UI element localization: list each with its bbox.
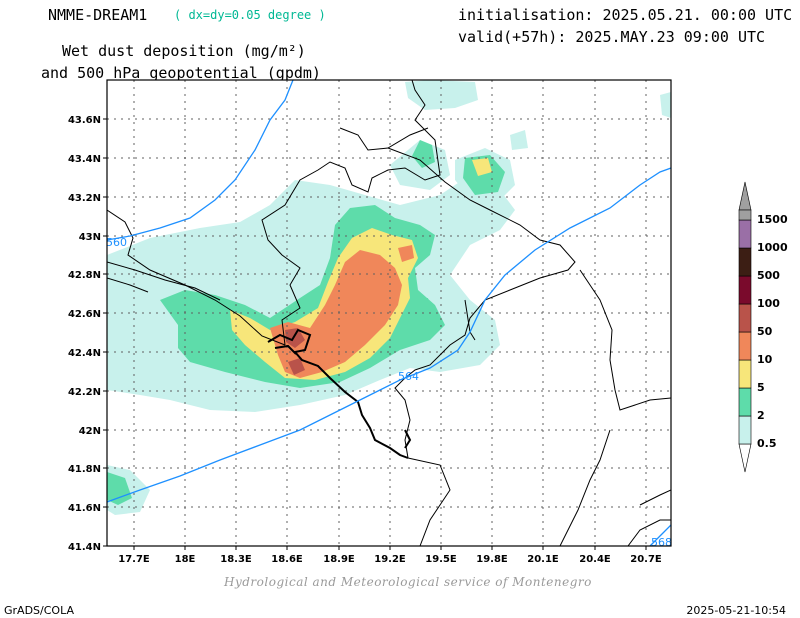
- legend-label: 1500: [757, 213, 788, 226]
- initialisation-time: initialisation: 2025.05.21. 00:00 UTC: [458, 6, 793, 24]
- contour-label-568: 568: [651, 536, 672, 549]
- legend-swatch-10: [738, 331, 752, 361]
- legend-label: 5: [757, 381, 765, 394]
- legend-label: 1000: [757, 241, 788, 254]
- lon-label: 18.3E: [220, 554, 252, 565]
- legend-labels: 0.5 2 5 10 50 100 500 1000 1500: [757, 213, 788, 450]
- lat-label: 41.6N: [68, 503, 101, 514]
- lat-label: 42.4N: [68, 348, 101, 359]
- lat-label: 42N: [79, 426, 101, 437]
- lat-label: 42.6N: [68, 309, 101, 320]
- lat-lon-grid: [107, 80, 671, 546]
- lat-label: 43.2N: [68, 193, 101, 204]
- lon-label: 18E: [175, 554, 196, 565]
- color-legend: [738, 181, 752, 473]
- lon-label: 20.7E: [630, 554, 662, 565]
- model-title: NMME-DREAM1: [48, 6, 148, 24]
- lat-label: 43.6N: [68, 115, 101, 126]
- lat-label: 43.4N: [68, 154, 101, 165]
- geopotential-contours: [107, 80, 671, 546]
- lon-label: 20.4E: [579, 554, 611, 565]
- lon-label: 19.8E: [476, 554, 508, 565]
- legend-swatch-2: [738, 387, 752, 417]
- contour-label-560: 560: [106, 236, 127, 249]
- legend-label: 100: [757, 297, 780, 310]
- legend-swatch-50: [738, 303, 752, 333]
- contour-label-564: 564: [398, 370, 419, 383]
- lon-label: 20.1E: [527, 554, 559, 565]
- dust-deposition-field: [107, 80, 671, 515]
- legend-swatch-0.5: [738, 415, 752, 445]
- legend-max-arrow: [738, 181, 752, 211]
- legend-label: 10: [757, 353, 773, 366]
- country-borders: [107, 80, 671, 546]
- credit-line: Hydrological and Meteorological service …: [224, 575, 592, 589]
- legend-swatch-1500: [738, 209, 752, 221]
- legend-label: 0.5: [757, 437, 777, 450]
- lat-label: 42.8N: [68, 270, 101, 281]
- coastline: [267, 328, 412, 459]
- lat-label: 42.2N: [68, 387, 101, 398]
- lon-label: 19.2E: [374, 554, 406, 565]
- legend-min-arrow: [738, 443, 752, 473]
- legend-swatch-1000: [738, 219, 752, 249]
- lon-label: 17.7E: [118, 554, 150, 565]
- render-timestamp: 2025-05-21-10:54: [686, 604, 786, 617]
- resolution-note: ( dx=dy=0.05 degree ): [174, 8, 326, 22]
- legend-label: 50: [757, 325, 773, 338]
- axis-ticks: [103, 118, 647, 550]
- lon-label: 19.5E: [425, 554, 457, 565]
- product-title-line1: Wet dust deposition (mg/m²): [62, 42, 306, 60]
- legend-swatch-500: [738, 247, 752, 277]
- product-title-line2: and 500 hPa geopotential (gpdm): [41, 64, 321, 82]
- longitude-labels: 17.7E 18E 18.3E 18.6E 18.9E 19.2E 19.5E …: [118, 554, 662, 565]
- lat-label: 43N: [79, 232, 101, 243]
- legend-swatch-100: [738, 275, 752, 305]
- lat-label: 41.4N: [68, 542, 101, 553]
- legend-label: 500: [757, 269, 780, 282]
- lat-label: 41.8N: [68, 464, 101, 475]
- legend-label: 2: [757, 409, 765, 422]
- software-label: GrADS/COLA: [4, 604, 74, 617]
- lon-label: 18.9E: [323, 554, 355, 565]
- lon-label: 18.6E: [271, 554, 303, 565]
- valid-time: valid(+57h): 2025.MAY.23 09:00 UTC: [458, 28, 766, 46]
- contour-labels: 560 564 568: [106, 236, 672, 549]
- legend-swatch-5: [738, 359, 752, 389]
- latitude-labels: 43.6N 43.4N 43.2N 43N 42.8N 42.6N 42.4N …: [68, 115, 101, 553]
